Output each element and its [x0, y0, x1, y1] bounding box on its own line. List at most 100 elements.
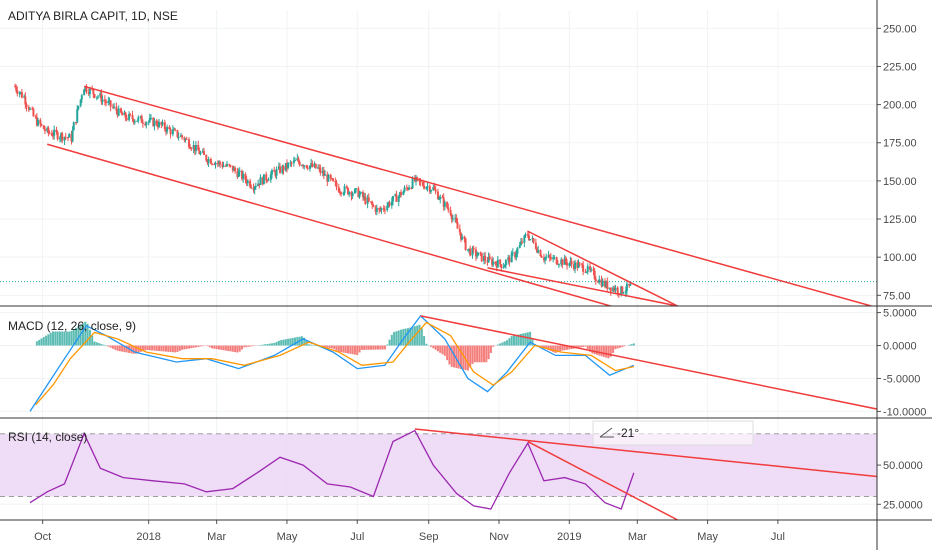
candle	[287, 162, 290, 170]
candle	[156, 120, 159, 130]
candle	[359, 191, 362, 195]
candle-body	[576, 262, 579, 268]
macd-histogram-bar	[388, 339, 391, 346]
macd-histogram-bar	[503, 341, 506, 346]
macd-histogram-bar	[406, 328, 409, 346]
macd-histogram-bar	[623, 345, 626, 347]
macd-histogram-bar	[383, 345, 386, 350]
y-tick-label: 0.0000	[883, 341, 917, 353]
macd-histogram-bar	[261, 344, 264, 346]
candle	[406, 186, 409, 192]
candle	[388, 200, 391, 208]
candle-body	[539, 250, 542, 257]
candle	[484, 251, 487, 265]
candle-body	[345, 186, 348, 189]
candle-body	[502, 267, 505, 269]
macd-histogram-bar	[563, 345, 566, 351]
candle-body	[374, 206, 377, 212]
candle	[198, 147, 201, 155]
candle	[193, 145, 196, 155]
candle-body	[219, 161, 222, 165]
macd-histogram-bar	[162, 345, 165, 352]
macd-histogram-bar	[105, 345, 108, 347]
candle-body	[531, 238, 534, 240]
candle-body	[565, 262, 568, 266]
candle-body	[258, 183, 261, 186]
macd-histogram-bar	[425, 343, 428, 346]
candle	[27, 105, 30, 113]
candle-body	[105, 101, 108, 104]
candle-body	[43, 129, 46, 132]
candle-body	[471, 247, 474, 256]
candle-body	[184, 138, 187, 140]
candle	[383, 205, 386, 215]
candle-body	[145, 122, 148, 126]
candle-body	[451, 218, 454, 220]
candle-body	[314, 163, 317, 169]
macd-histogram-bar	[187, 345, 190, 349]
macd-histogram-bar	[547, 345, 550, 351]
candle	[468, 248, 471, 254]
macd-histogram-bar	[132, 345, 135, 354]
candle	[199, 150, 202, 156]
candle	[92, 89, 95, 99]
candle	[60, 132, 63, 143]
candle-body	[598, 279, 601, 283]
price-pane[interactable]: 250.00 225.00 200.00 175.00 150.00 125.00 100.…	[0, 23, 917, 309]
candle	[40, 123, 43, 127]
candle-body	[375, 208, 378, 212]
candle	[202, 147, 205, 155]
candle-body	[108, 100, 111, 102]
candle-body	[174, 129, 177, 131]
macd-histogram-bar	[360, 345, 363, 350]
candle	[257, 179, 260, 187]
candle	[366, 194, 369, 209]
candle-body	[55, 129, 58, 133]
candle	[32, 107, 35, 117]
macd-histogram-bar	[510, 336, 513, 346]
candle	[345, 184, 348, 190]
macd-histogram-bar	[169, 345, 172, 353]
candle-body	[616, 287, 619, 294]
candle	[192, 140, 195, 154]
rsi-legend: RSI (14, close)	[8, 430, 87, 444]
macd-histogram-bar	[245, 345, 248, 348]
candle	[48, 130, 51, 135]
y-tick-label: 175.00	[883, 138, 917, 150]
candle	[503, 264, 506, 268]
macd-histogram-bar	[347, 345, 350, 354]
candle-body	[534, 242, 537, 249]
macd-histogram-bar	[185, 345, 188, 349]
candle	[464, 237, 467, 251]
candle	[434, 185, 437, 195]
candle	[419, 178, 422, 187]
candle-body	[206, 160, 209, 163]
candle	[601, 278, 604, 287]
macd-histogram-bar	[436, 345, 439, 352]
candle-body	[439, 196, 442, 200]
macd-histogram-bar	[469, 345, 472, 368]
candle-body	[526, 234, 529, 236]
candle	[250, 184, 253, 190]
macd-histogram-bar	[116, 345, 119, 351]
candle-body	[211, 163, 214, 165]
candle	[137, 115, 140, 124]
candle-body	[228, 164, 231, 166]
macd-pane[interactable]: 5.0000 0.0000 -5.0000 -10.0000	[0, 308, 926, 419]
candle	[132, 118, 135, 125]
candle	[254, 182, 257, 190]
candle	[313, 161, 316, 169]
candle-body	[237, 172, 240, 177]
candle-body	[366, 197, 369, 204]
candle-body	[19, 91, 22, 93]
candle-body	[275, 169, 278, 176]
macd-histogram-bar	[38, 339, 41, 346]
candle-body	[269, 174, 272, 180]
candle-body	[386, 205, 389, 210]
candle-body	[107, 100, 110, 104]
candle-body	[123, 112, 126, 116]
candle	[80, 93, 83, 103]
rsi-pane[interactable]: 50.0000 25.0000	[0, 428, 923, 520]
candle-body	[408, 187, 411, 190]
macd-histogram-bar	[619, 345, 622, 348]
